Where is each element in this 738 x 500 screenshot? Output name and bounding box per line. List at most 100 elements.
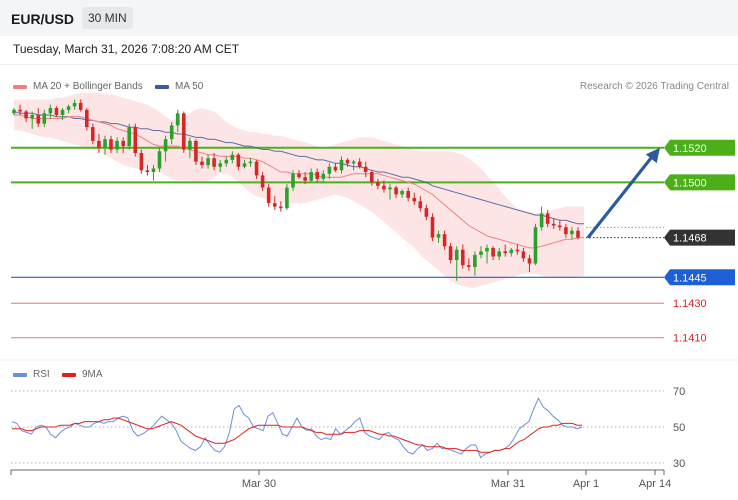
candle-body — [558, 225, 562, 228]
candle-body — [527, 258, 532, 264]
candle-body — [151, 168, 156, 172]
candle-body — [363, 166, 368, 172]
projection-arrow-head — [645, 147, 660, 164]
datetime-label: Tuesday, March 31, 2026 7:08:20 AM CET — [13, 42, 240, 56]
candle-body — [509, 249, 514, 254]
legend-9ma: 9MA — [62, 369, 103, 380]
candle-body — [309, 172, 313, 181]
candle-body — [297, 173, 301, 178]
candle-body — [521, 251, 526, 259]
level-tag-1-1520 — [664, 139, 735, 156]
candle-body — [424, 208, 429, 217]
candle-body — [97, 140, 101, 148]
candle-body — [91, 127, 95, 141]
candle-body — [545, 213, 550, 224]
candle-body — [206, 158, 210, 166]
timeframe-badge[interactable]: 30 MIN — [82, 7, 133, 29]
candle-body — [182, 113, 186, 150]
candle-body — [78, 102, 83, 110]
candle-body — [564, 227, 568, 235]
level-label-1-1445: 1.1445 — [673, 272, 707, 284]
legend-ma20-label: MA 20 + Bollinger Bands — [33, 81, 143, 92]
candle-body — [412, 197, 417, 202]
candle-body — [72, 102, 77, 107]
candle-body — [539, 213, 544, 228]
candle-body — [224, 159, 229, 164]
candle-body — [418, 201, 423, 209]
candle-body — [503, 251, 507, 254]
candle-body — [400, 191, 404, 195]
candle-body — [260, 175, 265, 188]
candle-body — [570, 230, 574, 235]
candle-body — [66, 106, 71, 110]
x-tick-label: Mar 31 — [491, 478, 525, 490]
candle-body — [266, 187, 271, 203]
candle-body — [115, 140, 119, 150]
credit-text: Research © 2026 Trading Central — [579, 81, 729, 92]
candle-body — [248, 161, 253, 164]
legend-9ma-label: 9MA — [82, 369, 103, 380]
candle-body — [36, 115, 41, 124]
x-tick-label: Apr 1 — [573, 478, 599, 490]
candle-body — [382, 185, 386, 190]
candle-body — [576, 230, 580, 238]
rsi-ma-swatch — [62, 372, 76, 377]
candle-body — [357, 161, 362, 167]
candle-body — [254, 161, 259, 176]
candle-body — [376, 182, 380, 186]
x-tick-label: Mar 30 — [242, 478, 276, 490]
level-label-1-1500: 1.1500 — [673, 177, 707, 189]
legend-rsi-label: RSI — [33, 369, 50, 380]
candle-body — [133, 127, 138, 153]
candles-group — [12, 99, 580, 281]
candle-body — [388, 187, 392, 190]
candle-body — [230, 154, 235, 160]
candle-body — [163, 139, 168, 152]
candle-body — [315, 172, 319, 179]
candle-body — [127, 127, 131, 147]
candle-body — [473, 254, 477, 267]
candle-body — [351, 161, 356, 164]
rsi-tick-50: 50 — [673, 422, 685, 434]
rsi-ma-line — [12, 417, 582, 453]
candle-body — [448, 246, 453, 260]
level-tag-1-1468 — [664, 229, 735, 246]
candle-body — [279, 206, 283, 209]
candle-body — [285, 187, 289, 209]
level-tag-1-1445 — [664, 269, 735, 286]
candle-body — [339, 159, 344, 171]
candle-body — [24, 111, 28, 119]
candle-body — [394, 187, 398, 195]
candle-body — [54, 108, 59, 115]
candle-body — [103, 139, 107, 148]
candle-body — [218, 163, 222, 167]
candle-body — [406, 191, 410, 198]
candle-body — [533, 227, 538, 264]
level-label-1-1468: 1.1468 — [673, 233, 707, 245]
candle-body — [169, 125, 174, 140]
candle-body — [109, 139, 113, 150]
candle-body — [200, 161, 204, 166]
candle-body — [60, 109, 65, 115]
candle-body — [430, 216, 435, 238]
candle-body — [188, 140, 192, 150]
candle-body — [85, 109, 89, 128]
candle-body — [48, 108, 53, 114]
legend-ma20-bb: MA 20 + Bollinger Bands — [13, 81, 143, 92]
header-divider — [0, 64, 738, 65]
candle-body — [194, 140, 198, 162]
candle-body — [491, 247, 495, 257]
candle-body — [327, 166, 332, 174]
candle-body — [145, 170, 150, 172]
legend-ma50: MA 50 — [155, 81, 203, 92]
candle-body — [157, 151, 162, 169]
candle-body — [370, 172, 374, 183]
pair-title: EUR/USD — [11, 11, 75, 27]
candle-body — [18, 109, 22, 112]
candle-body — [461, 249, 465, 266]
rsi-line — [11, 397, 583, 459]
candle-body — [242, 163, 247, 167]
candle-body — [121, 140, 125, 147]
x-tick-label: Apr 14 — [639, 478, 671, 490]
candle-body — [291, 173, 295, 188]
